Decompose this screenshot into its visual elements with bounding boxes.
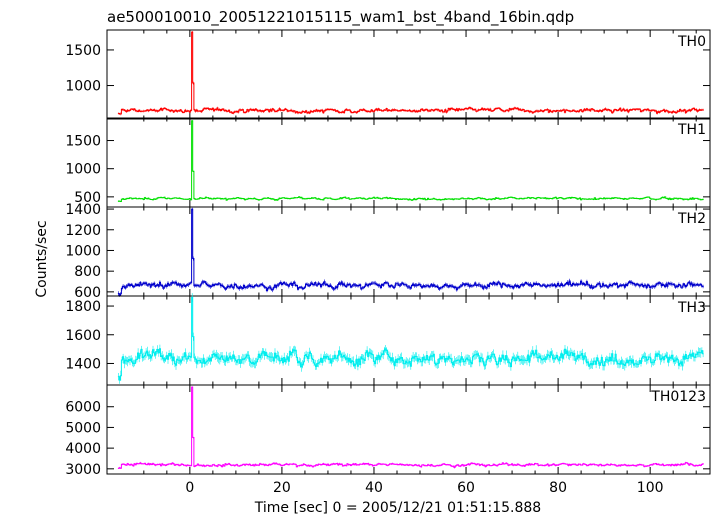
panel-label: TH3 (677, 300, 706, 316)
y-tick-label: 1600 (65, 328, 101, 344)
panel-frame (106, 206, 711, 297)
y-tick-label: 1500 (65, 43, 101, 59)
y-tick-label: 600 (74, 285, 101, 301)
panel-th2: 600 800 1000 1200 1400 TH2 (65, 202, 711, 301)
series-line-th0 (117, 31, 704, 115)
y-tick-label: 1000 (65, 162, 101, 178)
panel-th1: 500 1000 1500 TH1 (65, 117, 711, 208)
panel-th0123: 3000 4000 5000 6000 TH0123 (65, 384, 711, 478)
y-tick-label: 800 (74, 264, 101, 280)
x-tick-label: 80 (549, 480, 567, 496)
panel-frame (106, 29, 711, 120)
series-line-th1 (117, 120, 704, 202)
error-bars-th0123 (118, 386, 704, 469)
y-tick-label: 4000 (65, 441, 101, 457)
y-tick-label: 1200 (65, 223, 101, 239)
panel-th3: 1400 1600 1800 TH3 (65, 293, 711, 386)
series-line-th2 (117, 208, 704, 297)
panel-frame (106, 295, 711, 386)
error-bars-th3 (118, 293, 704, 384)
y-tick-label: 1000 (65, 243, 101, 259)
error-bars-th1 (118, 120, 704, 202)
panel-label: TH2 (677, 211, 706, 227)
y-tick-label: 1800 (65, 299, 101, 315)
x-tick-label: 20 (273, 480, 291, 496)
panel-th0: 1000 1500 TH0 (65, 29, 711, 120)
y-tick-label: 1400 (65, 356, 101, 372)
error-bars-th2 (118, 207, 704, 297)
y-axis-label: Counts/sec (34, 220, 50, 297)
x-axis-ticks: 0 20 40 60 80 100 (185, 480, 663, 496)
series-line-th0123 (117, 386, 704, 469)
y-tick-label: 3000 (65, 462, 101, 478)
x-axis-label: Time [sec] 0 = 2005/12/21 01:51:15.888 (254, 500, 541, 516)
panel-label: TH0123 (650, 389, 706, 405)
x-tick-label: 40 (365, 480, 383, 496)
x-tick-label: 100 (637, 480, 664, 496)
panels: 1000 1500 TH0 500 1000 1500 TH1 600 800 1000 1200 1… (65, 29, 711, 478)
panel-label: TH1 (677, 122, 706, 138)
chart-title: ae500010010_20051221015115_wam1_bst_4ban… (107, 8, 574, 27)
panel-frame (106, 117, 711, 208)
y-tick-label: 1400 (65, 202, 101, 218)
y-tick-label: 1500 (65, 134, 101, 150)
y-tick-label: 5000 (65, 420, 101, 436)
y-tick-label: 6000 (65, 400, 101, 416)
panel-frame (106, 384, 711, 475)
y-tick-label: 1000 (65, 79, 101, 95)
x-tick-label: 60 (457, 480, 475, 496)
error-bars-th0 (118, 31, 704, 116)
panel-label: TH0 (677, 34, 706, 50)
x-tick-label: 0 (185, 480, 194, 496)
y-tick-label: 500 (74, 190, 101, 206)
